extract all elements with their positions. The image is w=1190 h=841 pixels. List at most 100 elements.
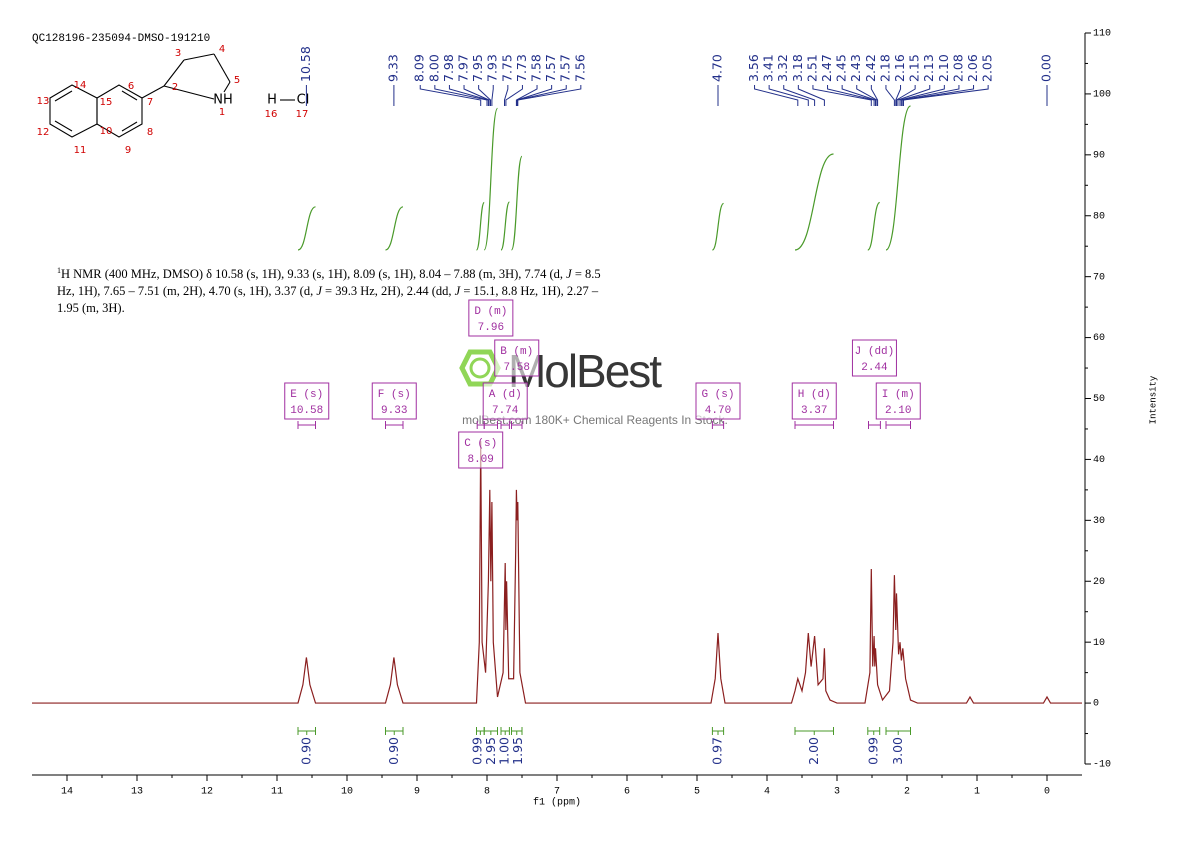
peak-label: 7.97 — [456, 54, 471, 82]
peak-label: 7.56 — [572, 54, 587, 82]
multiplet-label: I (m) — [882, 389, 915, 401]
integral-value: 0.97 — [710, 737, 725, 765]
multiplet-box — [494, 339, 540, 377]
peak-connector — [768, 85, 809, 106]
desc-italic: J — [566, 267, 572, 282]
peak-label: 9.33 — [385, 54, 400, 82]
peak-connector — [505, 85, 523, 106]
atom-number: 12 — [37, 127, 50, 138]
x-tick-label: 6 — [624, 787, 630, 798]
integral-curve — [711, 202, 725, 251]
atom-number: 14 — [74, 80, 87, 91]
peak-label: 10.58 — [298, 46, 313, 82]
peak-connector — [827, 85, 875, 106]
integral-curve — [385, 206, 404, 251]
peak-label: 3.41 — [761, 54, 776, 82]
x-tick-label: 9 — [414, 787, 420, 798]
peak-connector — [902, 85, 975, 106]
peak-label: 3.18 — [790, 54, 805, 82]
peak-label: 2.15 — [907, 54, 922, 82]
multiplet-shift: 7.96 — [478, 322, 504, 334]
multiplet-label: D (m) — [474, 306, 507, 318]
superscript: 1 — [57, 266, 61, 275]
atom-number: 9 — [125, 145, 131, 156]
x-tick-label: 1 — [974, 787, 980, 798]
atom-number: 11 — [74, 145, 87, 156]
multiplet-box — [284, 382, 330, 420]
x-tick-label: 12 — [201, 787, 213, 798]
multiplet-shift: 7.74 — [492, 405, 519, 417]
x-tick-label: 8 — [484, 787, 490, 798]
multiplet-shift: 8.09 — [467, 454, 493, 466]
peak-label: 7.95 — [470, 54, 485, 82]
atom-group: Cl — [297, 93, 310, 108]
watermark-tagline: molBest.com 180K+ Chemical Reagents In S… — [462, 413, 728, 427]
y-tick-label: 70 — [1093, 272, 1105, 283]
integral-value: 0.90 — [386, 737, 401, 765]
x-tick-label: 5 — [694, 787, 700, 798]
peak-label: 7.57 — [558, 54, 573, 82]
peak-label: 2.43 — [848, 54, 863, 82]
y-tick-label: 30 — [1093, 516, 1105, 527]
x-tick-label: 0 — [1044, 787, 1050, 798]
peak-label: 4.70 — [710, 54, 725, 82]
x-tick-label: 14 — [61, 787, 73, 798]
multiplet-label: C (s) — [464, 438, 497, 450]
y-tick-label: -10 — [1093, 760, 1111, 771]
x-tick-label: 3 — [834, 787, 840, 798]
peak-label: 2.47 — [819, 54, 834, 82]
x-tick-label: 4 — [764, 787, 770, 798]
y-tick-label: 90 — [1093, 150, 1105, 161]
peak-label: 2.13 — [921, 54, 936, 82]
multiplet-box — [875, 382, 921, 420]
peak-connector — [812, 85, 872, 106]
integral-value: 1.00 — [497, 737, 512, 765]
watermark-logo — [459, 349, 501, 387]
x-tick-label: 13 — [131, 787, 143, 798]
peak-connector — [478, 85, 491, 106]
y-tick-label: 100 — [1093, 90, 1111, 101]
x-axis-label: f1 (ppm) — [533, 797, 581, 809]
y-tick-label: 0 — [1093, 699, 1099, 710]
atom-number: 4 — [219, 44, 225, 55]
peak-label: 0.00 — [1039, 54, 1054, 82]
y-tick-label: 10 — [1093, 638, 1105, 649]
peak-label: 2.51 — [804, 54, 819, 82]
peak-connector — [491, 85, 494, 106]
multiplet-shift: 2.44 — [861, 362, 888, 374]
integral-value: 1.95 — [510, 737, 525, 765]
atom-number: 17 — [296, 109, 309, 120]
integral-curve — [483, 107, 499, 251]
nmr-description: 1H NMR (400 MHz, DMSO) δ 10.58 (s, 1H), … — [57, 262, 617, 317]
peak-connector — [841, 85, 876, 106]
desc-text: = 8.5 Hz, 1H), 7.65 – 7.51 (m, 2H), 4.70… — [57, 267, 601, 299]
atom-group: NH — [213, 93, 233, 108]
peak-connector — [856, 85, 878, 106]
peak-label: 2.08 — [950, 54, 965, 82]
atom-number: 13 — [37, 96, 50, 107]
atom-number: 10 — [100, 126, 113, 137]
multiplet-label: A (d) — [489, 389, 522, 401]
multiplet-box — [791, 382, 837, 420]
desc-italic: J — [454, 284, 461, 299]
y-tick-label: 50 — [1093, 394, 1105, 405]
chart-title: QC128196-235094-DMSO-191210 — [32, 33, 210, 45]
atom-number: 5 — [234, 75, 240, 86]
structure-bonds — [49, 53, 295, 138]
peak-connector — [895, 85, 902, 106]
multiplet-label: F (s) — [378, 389, 411, 401]
multiplet-box — [851, 339, 897, 377]
x-tick-label: 7 — [554, 787, 560, 798]
multiplet-label: J (dd) — [855, 346, 895, 358]
integral-value: 0.90 — [298, 737, 313, 765]
peak-label: 7.73 — [514, 54, 529, 82]
peak-label: 7.93 — [485, 54, 500, 82]
peak-connector — [754, 85, 799, 106]
peak-connector — [896, 85, 916, 106]
multiplet-box — [468, 299, 514, 337]
peak-label: 7.58 — [529, 54, 544, 82]
peak-connector — [900, 85, 960, 106]
peak-label: 3.32 — [775, 54, 790, 82]
peak-connector — [885, 85, 895, 106]
